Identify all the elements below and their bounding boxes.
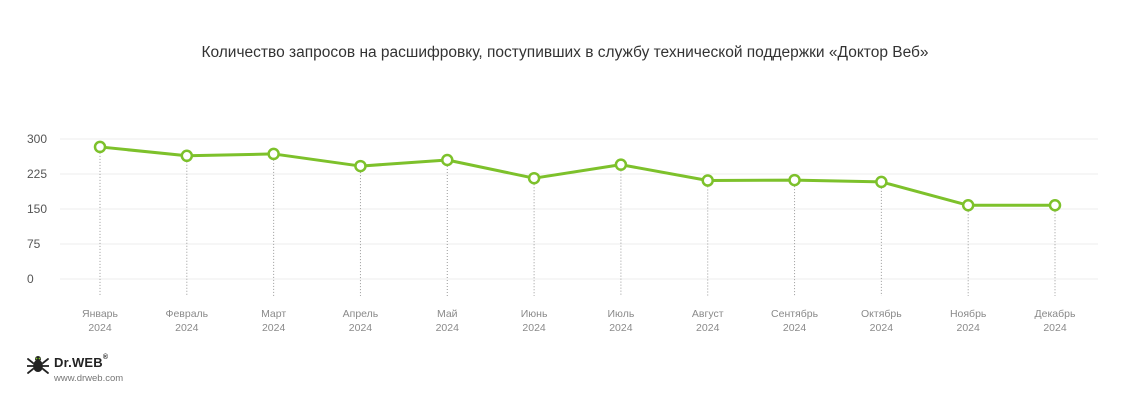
data-point <box>354 159 367 173</box>
x-tick-label: Август <box>692 308 724 320</box>
y-tick-label: 0 <box>27 272 34 286</box>
x-tick-year: 2024 <box>88 322 112 334</box>
x-tick-label: Май <box>437 308 458 320</box>
x-tick-label: Март <box>261 308 286 320</box>
spider-logo-icon <box>27 356 49 374</box>
y-tick-label: 150 <box>27 202 47 216</box>
x-tick-label: Февраль <box>165 308 208 320</box>
x-tick-label: Июль <box>608 308 635 320</box>
y-axis: 300 225 150 75 0 <box>27 132 47 286</box>
data-point <box>527 171 541 185</box>
series-line <box>98 145 1057 207</box>
x-tick-year: 2024 <box>1043 322 1067 334</box>
data-point <box>875 175 888 189</box>
x-tick-label: Апрель <box>343 308 379 320</box>
x-tick-year: 2024 <box>349 322 373 334</box>
data-point <box>1048 199 1062 212</box>
x-axis: Январь 2024 Февраль 2024 Март 2024 Апрель 2024 М… <box>82 308 1076 334</box>
data-point <box>701 174 714 187</box>
data-point <box>441 153 454 167</box>
data-point <box>93 140 107 154</box>
data-point <box>961 199 975 212</box>
x-tick-year: 2024 <box>696 322 720 334</box>
x-tick-label: Июнь <box>521 308 548 320</box>
x-tick-year: 2024 <box>522 322 546 334</box>
series-line-layer <box>98 145 1057 207</box>
x-tick-year: 2024 <box>609 322 633 334</box>
brand-site: www.drweb.com <box>54 373 124 384</box>
x-tick-year: 2024 <box>436 322 460 334</box>
chart-title: Количество запросов на расшифровку, пост… <box>201 44 929 61</box>
drop-lines <box>99 146 1056 296</box>
x-tick-label: Декабрь <box>1035 308 1076 320</box>
data-point <box>267 147 280 161</box>
y-tick-label: 225 <box>27 167 47 181</box>
y-tick-label: 75 <box>27 237 41 251</box>
x-tick-label: Октябрь <box>861 308 902 320</box>
x-tick-year: 2024 <box>957 322 981 334</box>
y-tick-label: 300 <box>27 132 47 146</box>
x-tick-year: 2024 <box>175 322 199 334</box>
x-tick-label: Январь <box>82 308 119 320</box>
x-tick-year: 2024 <box>783 322 807 334</box>
x-tick-year: 2024 <box>262 322 286 334</box>
brand-name: Dr.WEB® <box>54 354 109 370</box>
data-points <box>93 140 1062 212</box>
x-tick-label: Ноябрь <box>950 308 987 320</box>
grid-lines <box>60 138 1098 280</box>
data-point <box>788 173 801 187</box>
x-tick-year: 2024 <box>870 322 894 334</box>
x-tick-label: Сентябрь <box>771 308 819 320</box>
data-point <box>180 149 194 163</box>
data-point <box>614 158 628 171</box>
